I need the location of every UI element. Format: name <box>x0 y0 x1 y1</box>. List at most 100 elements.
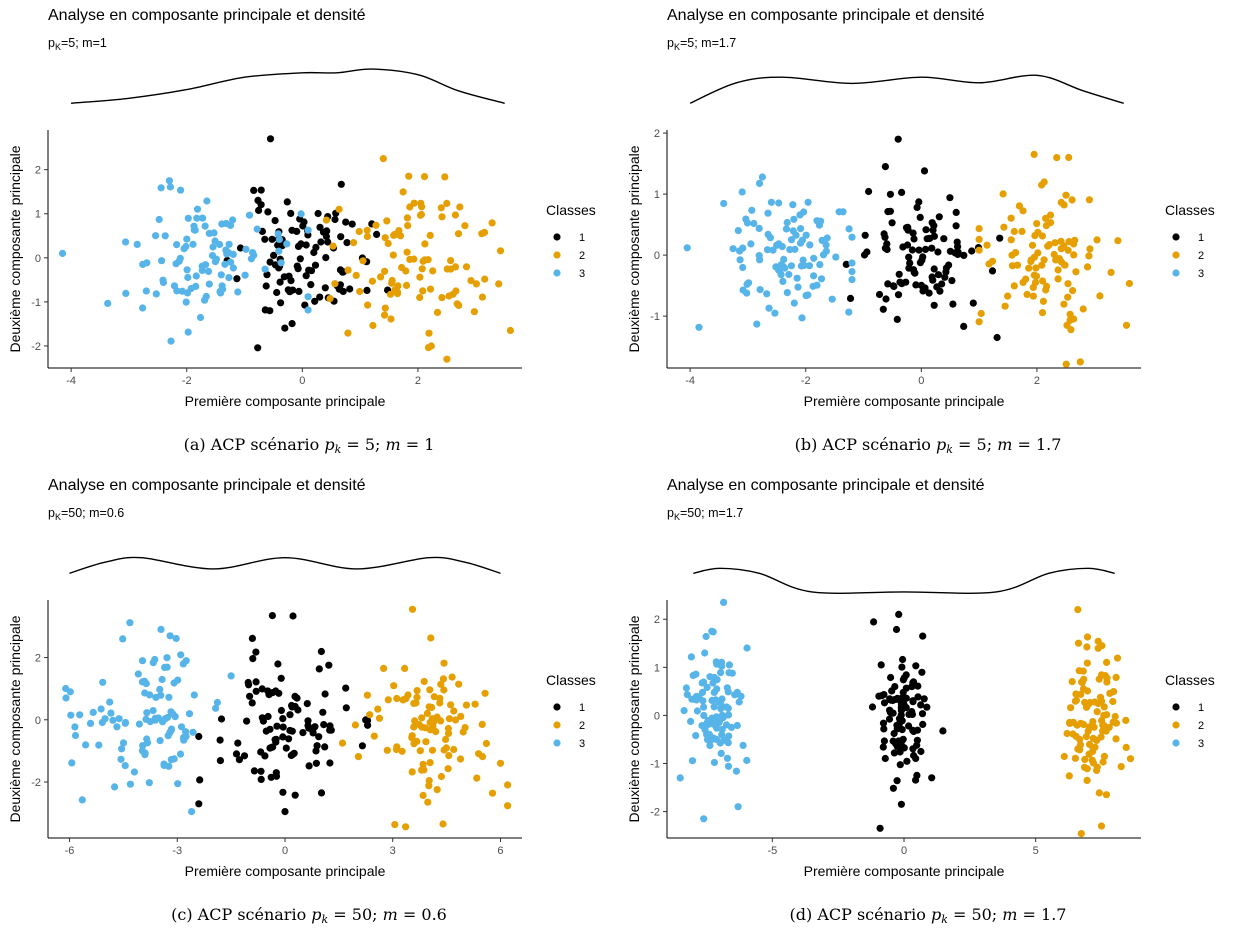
point-class-1 <box>883 240 891 248</box>
point-class-1 <box>899 243 907 251</box>
point-class-2 <box>368 277 376 285</box>
point-class-1 <box>268 235 276 243</box>
point-class-3 <box>702 632 710 641</box>
point-class-3 <box>695 693 703 701</box>
point-class-3 <box>101 715 109 723</box>
points-layer <box>683 135 1133 368</box>
point-class-3 <box>89 708 97 716</box>
point-class-1 <box>921 245 930 253</box>
point-class-1 <box>918 668 926 676</box>
y-tick-label: 2 <box>654 128 660 140</box>
point-class-2 <box>394 282 402 290</box>
point-class-1 <box>264 712 272 721</box>
point-class-3 <box>67 711 75 719</box>
point-class-1 <box>884 280 892 288</box>
point-class-3 <box>835 208 843 216</box>
point-class-2 <box>403 214 411 222</box>
point-class-1 <box>881 754 889 763</box>
x-axis-label: Première composante principale <box>804 863 1005 879</box>
point-class-1 <box>266 258 274 266</box>
x-tick-label: 0 <box>901 845 907 857</box>
point-class-1 <box>307 281 315 289</box>
point-class-3 <box>723 703 731 711</box>
chart-c: Analyse en composante principale et dens… <box>7 477 596 926</box>
point-class-2 <box>975 246 983 254</box>
density-curve <box>689 74 1124 104</box>
point-class-3 <box>724 688 732 696</box>
point-class-1 <box>865 187 873 196</box>
point-class-1 <box>266 307 274 315</box>
point-class-3 <box>175 257 183 265</box>
point-class-1 <box>299 729 307 737</box>
point-class-3 <box>177 186 185 194</box>
point-class-1 <box>311 723 319 731</box>
point-class-3 <box>160 760 168 768</box>
point-class-1 <box>883 245 891 254</box>
point-class-2 <box>447 257 455 265</box>
point-class-1 <box>923 703 931 711</box>
point-class-1 <box>311 261 320 269</box>
point-class-3 <box>165 693 173 701</box>
point-class-1 <box>358 742 366 750</box>
point-class-1 <box>342 218 350 226</box>
point-class-3 <box>724 762 733 770</box>
point-class-3 <box>165 177 173 185</box>
point-class-1 <box>232 750 241 758</box>
point-class-2 <box>481 275 489 283</box>
point-class-1 <box>321 743 329 751</box>
point-class-1 <box>988 267 997 275</box>
point-class-2 <box>1072 696 1080 704</box>
point-class-1 <box>321 284 329 292</box>
point-class-1 <box>916 259 924 267</box>
legend-title: Classes <box>546 202 596 218</box>
point-class-1 <box>905 253 913 261</box>
point-class-2 <box>433 308 442 316</box>
point-class-1 <box>235 756 243 764</box>
y-tick-label: -1 <box>650 311 660 323</box>
legend-marker-1 <box>553 703 561 711</box>
point-class-3 <box>739 263 747 272</box>
point-class-2 <box>331 280 339 288</box>
caption-prefix: (a) ACP scénario <box>184 435 325 454</box>
point-class-1 <box>939 727 947 735</box>
point-class-2 <box>1004 292 1012 300</box>
point-class-1 <box>894 135 902 143</box>
point-class-1 <box>884 208 892 216</box>
point-class-2 <box>1085 252 1093 260</box>
point-class-2 <box>1028 241 1037 249</box>
point-class-3 <box>727 723 736 731</box>
caption-p: p <box>311 905 321 924</box>
point-class-2 <box>437 680 445 688</box>
point-class-3 <box>718 662 726 670</box>
point-class-2 <box>372 221 380 229</box>
figure-caption: (a) ACP scénario pk = 5; m = 1 <box>184 435 435 456</box>
legend-label: 2 <box>1198 720 1204 732</box>
point-class-3 <box>205 280 213 288</box>
point-class-2 <box>383 746 391 754</box>
point-class-3 <box>692 732 700 740</box>
point-class-2 <box>419 760 427 768</box>
y-tick-label: 2 <box>654 614 660 626</box>
point-class-1 <box>880 737 888 745</box>
point-class-3 <box>275 235 283 243</box>
point-class-3 <box>104 299 112 307</box>
caption-prefix: (b) ACP scénario <box>795 435 936 454</box>
points-layer <box>676 598 1135 838</box>
point-class-3 <box>743 644 751 652</box>
point-class-1 <box>919 632 927 640</box>
point-class-3 <box>790 299 798 307</box>
point-class-3 <box>161 715 169 723</box>
point-class-1 <box>311 297 319 305</box>
point-class-2 <box>1054 275 1062 283</box>
legend-label: 3 <box>579 738 585 750</box>
point-class-2 <box>1100 703 1108 711</box>
point-class-3 <box>152 290 160 298</box>
y-axis-label: Deuxième composante principale <box>7 145 23 352</box>
point-class-1 <box>266 744 274 752</box>
point-class-2 <box>1109 718 1117 726</box>
point-class-1 <box>894 291 903 299</box>
point-class-1 <box>303 700 311 708</box>
point-class-2 <box>975 235 983 243</box>
chart-subtitle: pK=50; m=1.7 <box>667 506 743 522</box>
point-class-1 <box>271 736 279 744</box>
